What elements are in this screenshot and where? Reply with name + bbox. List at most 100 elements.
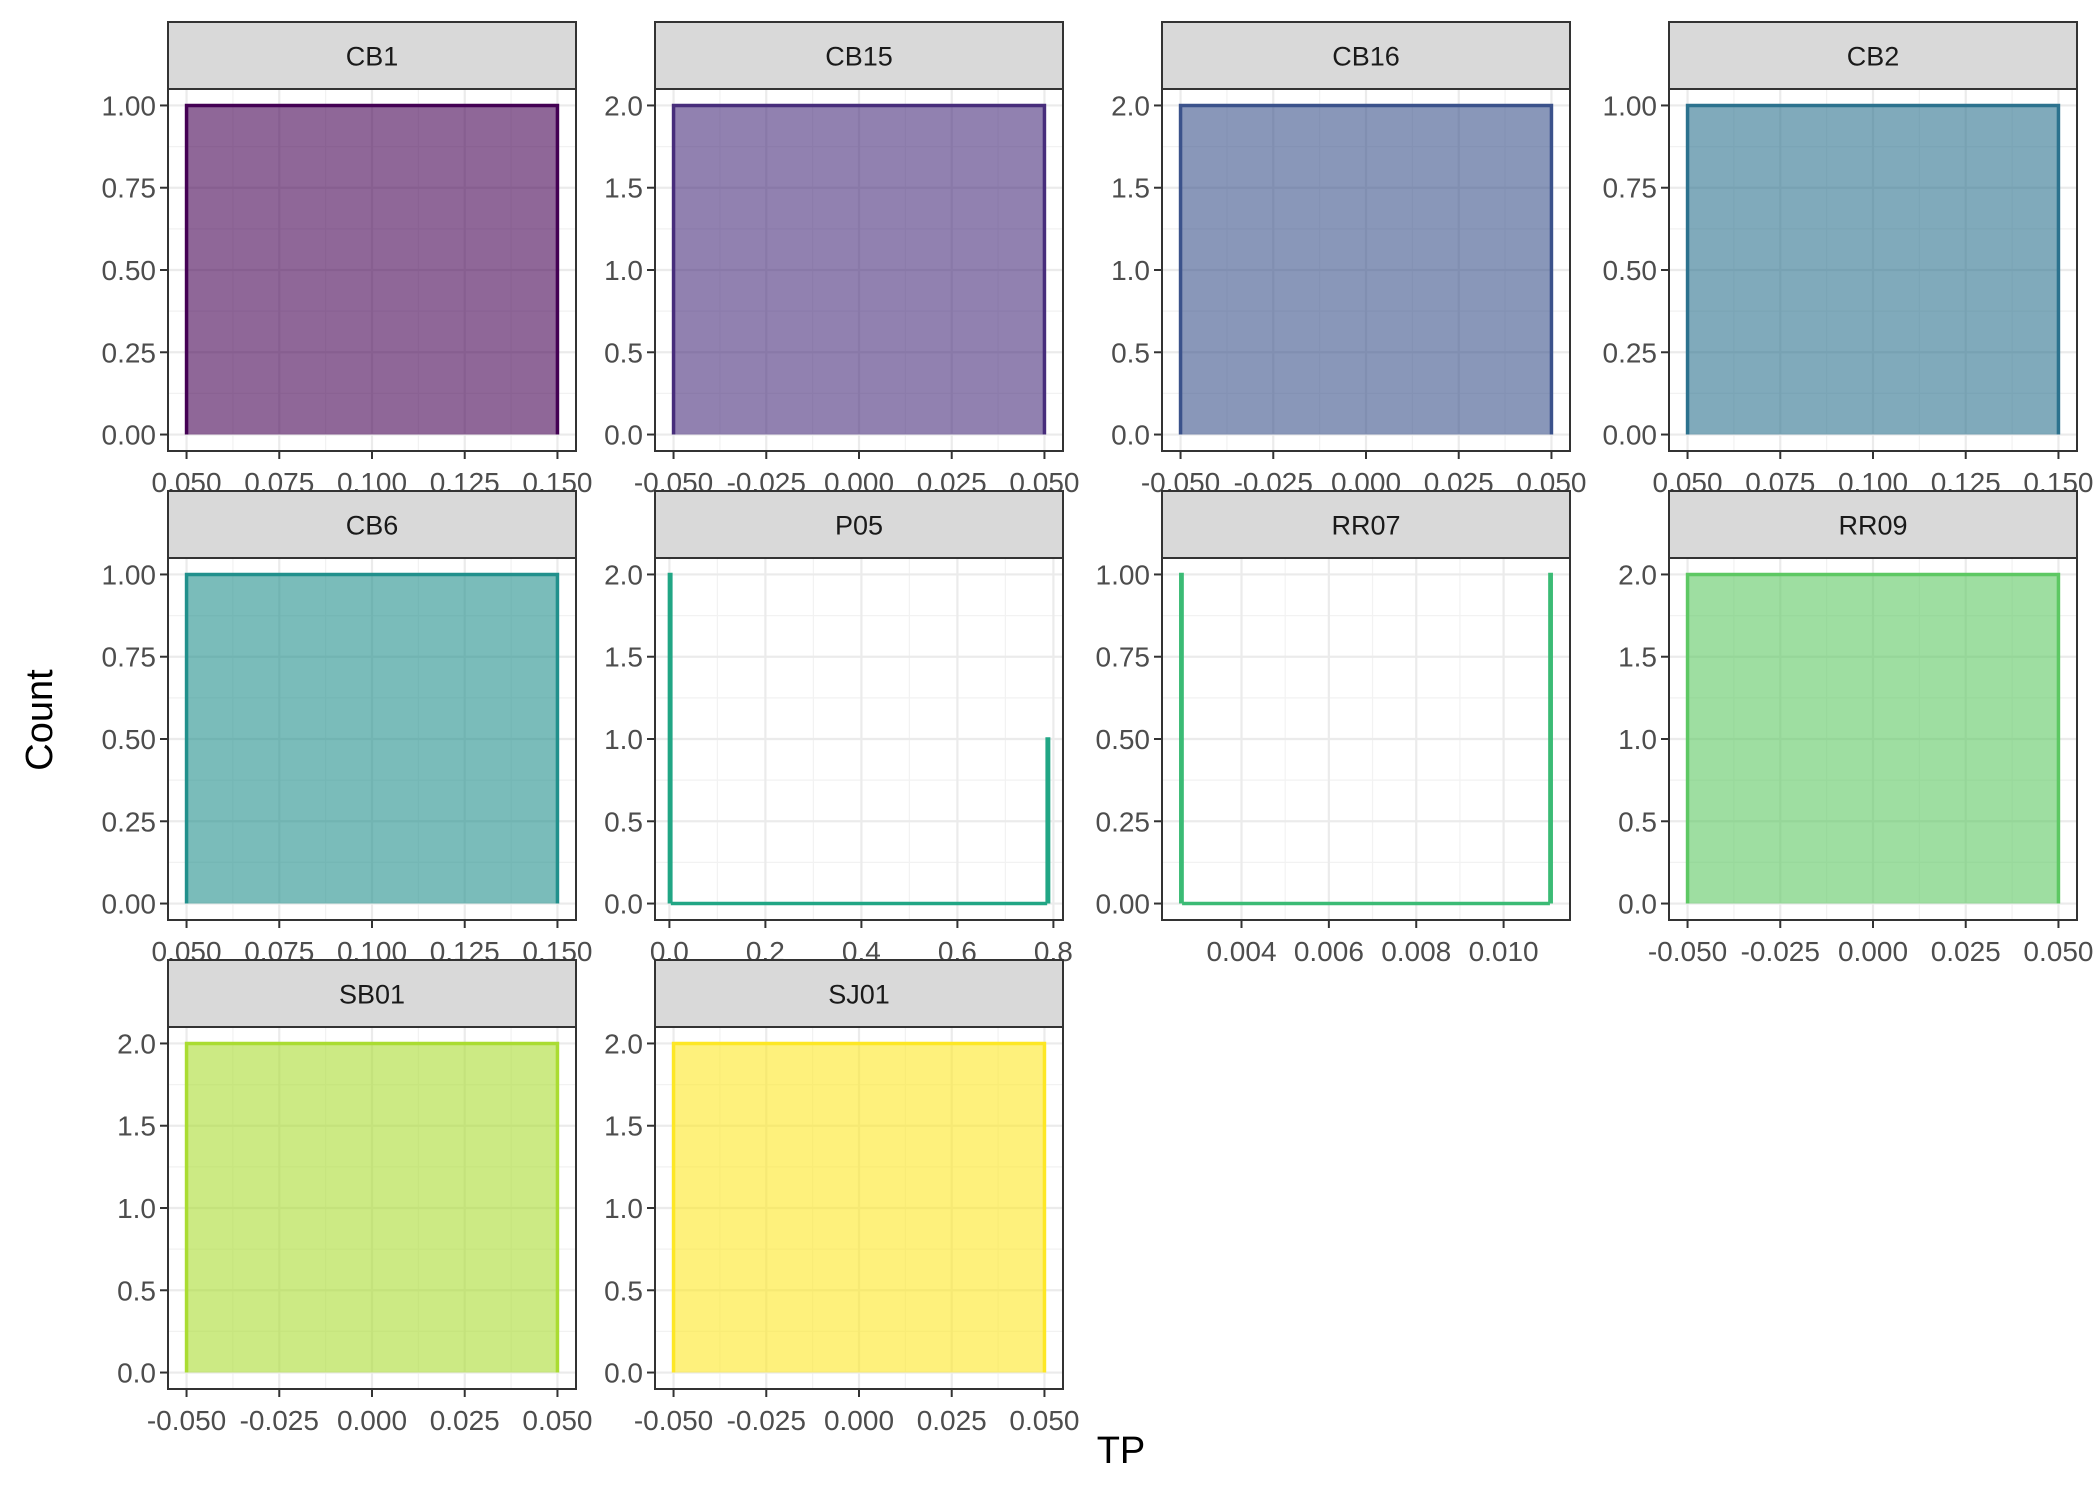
- strip-label-cb1: CB1: [346, 42, 399, 72]
- strip-label-rr07: RR07: [1331, 511, 1400, 541]
- y-tick-label: 0.00: [102, 420, 157, 451]
- y-tick-label: 1.0: [604, 724, 643, 755]
- y-tick-label: 2.0: [604, 90, 643, 121]
- strip-p05: [654, 490, 1064, 559]
- y-tick-label: 0.25: [1603, 337, 1658, 368]
- y-tick-label: 1.0: [1618, 724, 1657, 755]
- strip-label-cb15: CB15: [825, 42, 893, 72]
- strip-cb2: [1668, 21, 2078, 90]
- x-tick-label: 0.008: [1381, 936, 1451, 967]
- y-tick-label: 1.5: [604, 642, 643, 673]
- y-tick-label: 2.0: [604, 1028, 643, 1059]
- strip-label-rr09: RR09: [1838, 511, 1907, 541]
- y-tick-label: 0.25: [1096, 806, 1151, 837]
- x-tick-label: -0.025: [1741, 936, 1820, 967]
- histogram-bar: [671, 103, 1047, 435]
- y-tick-label: 0.5: [1618, 806, 1657, 837]
- x-tick-label: 0.050: [1009, 1405, 1079, 1436]
- x-tick-label: -0.050: [147, 1405, 226, 1436]
- y-tick-label: 1.5: [604, 1111, 643, 1142]
- y-tick-label: 0.0: [604, 1358, 643, 1389]
- strip-label-cb16: CB16: [1332, 42, 1400, 72]
- strip-label-cb6: CB6: [346, 511, 399, 541]
- y-tick-label: 0.50: [102, 255, 157, 286]
- strip-cb16: [1161, 21, 1571, 90]
- histogram-bar: [1045, 737, 1051, 904]
- strip-cb15: [654, 21, 1064, 90]
- x-axis-title: TP: [1097, 1430, 1146, 1472]
- x-tick-label: 0.050: [2023, 936, 2093, 967]
- y-tick-label: 1.00: [1603, 90, 1658, 121]
- y-tick-label: 1.5: [117, 1111, 156, 1142]
- y-tick-label: 0.00: [102, 889, 157, 920]
- panel-rr09: RR09 0.0 0.5 1.0 1.5 2.0 -0.050 -0.025 0.000 0.02…: [1618, 490, 2093, 967]
- y-tick-label: 2.0: [1618, 559, 1657, 590]
- x-tick-label: 0.004: [1206, 936, 1276, 967]
- y-tick-label: 1.5: [1111, 173, 1150, 204]
- x-tick-label: 0.025: [430, 1405, 500, 1436]
- y-tick-label: 0.0: [1618, 889, 1657, 920]
- y-tick-label: 0.0: [604, 420, 643, 451]
- x-tick-label: 0.006: [1294, 936, 1364, 967]
- y-tick-label: 1.5: [1618, 642, 1657, 673]
- y-tick-label: 0.50: [102, 724, 157, 755]
- panel-rr07: RR07 0.00 0.25 0.50 0.75 1.00 0.004 0.006 0.008 0…: [1096, 490, 1571, 967]
- strip-cb1: [167, 21, 577, 90]
- y-tick-label: 0.5: [604, 806, 643, 837]
- strip-sb01: [167, 959, 577, 1028]
- x-tick-label: -0.050: [1648, 936, 1727, 967]
- y-tick-label: 0.75: [1603, 173, 1658, 204]
- x-tick-label: 0.010: [1469, 936, 1539, 967]
- histogram-bar: [184, 103, 560, 435]
- strip-label-sb01: SB01: [339, 980, 405, 1010]
- histogram-bar: [1685, 103, 2061, 435]
- y-tick-label: 0.75: [1096, 642, 1151, 673]
- strip-sj01: [654, 959, 1064, 1028]
- strip-label-p05: P05: [835, 511, 883, 541]
- y-tick-label: 0.5: [117, 1275, 156, 1306]
- x-tick-label: -0.050: [634, 1405, 713, 1436]
- y-tick-label: 0.75: [102, 642, 157, 673]
- histogram-bar: [1548, 572, 1553, 904]
- x-tick-label: 0.050: [522, 1405, 592, 1436]
- x-tick-label: 0.000: [824, 1405, 894, 1436]
- y-tick-label: 1.0: [1111, 255, 1150, 286]
- strip-label-sj01: SJ01: [828, 980, 890, 1010]
- y-tick-label: 0.5: [1111, 337, 1150, 368]
- y-tick-label: 1.5: [604, 173, 643, 204]
- strip-label-cb2: CB2: [1847, 42, 1900, 72]
- y-tick-label: 0.0: [1111, 420, 1150, 451]
- histogram-bar: [1179, 572, 1184, 904]
- y-tick-label: 0.5: [604, 1275, 643, 1306]
- y-tick-label: 1.0: [604, 255, 643, 286]
- y-tick-label: 0.50: [1096, 724, 1151, 755]
- panel-sb01: SB01 0.0 0.5 1.0 1.5 2.0 -0.050 -0.025 0.000 0.02…: [117, 959, 592, 1436]
- y-tick-label: 1.00: [102, 559, 157, 590]
- y-tick-label: 2.0: [1111, 90, 1150, 121]
- histogram-bar: [1178, 103, 1554, 435]
- y-tick-label: 1.0: [604, 1193, 643, 1224]
- y-tick-label: 0.5: [604, 337, 643, 368]
- y-tick-label: 0.75: [102, 173, 157, 204]
- y-tick-label: 1.00: [102, 90, 157, 121]
- histogram-bar: [1685, 572, 2061, 904]
- histogram-bar: [184, 1041, 560, 1373]
- y-tick-label: 0.0: [117, 1358, 156, 1389]
- y-tick-label: 1.0: [117, 1193, 156, 1224]
- y-tick-label: 2.0: [117, 1028, 156, 1059]
- x-tick-label: 0.000: [337, 1405, 407, 1436]
- y-tick-label: 0.00: [1603, 420, 1658, 451]
- histogram-bar: [667, 572, 673, 904]
- y-tick-label: 1.00: [1096, 559, 1151, 590]
- panel-sj01: SJ01 0.0 0.5 1.0 1.5 2.0 -0.050 -0.025 0.000 0.02…: [604, 959, 1079, 1436]
- y-tick-label: 0.25: [102, 337, 157, 368]
- histogram-bar: [671, 1041, 1047, 1373]
- x-tick-label: -0.025: [240, 1405, 319, 1436]
